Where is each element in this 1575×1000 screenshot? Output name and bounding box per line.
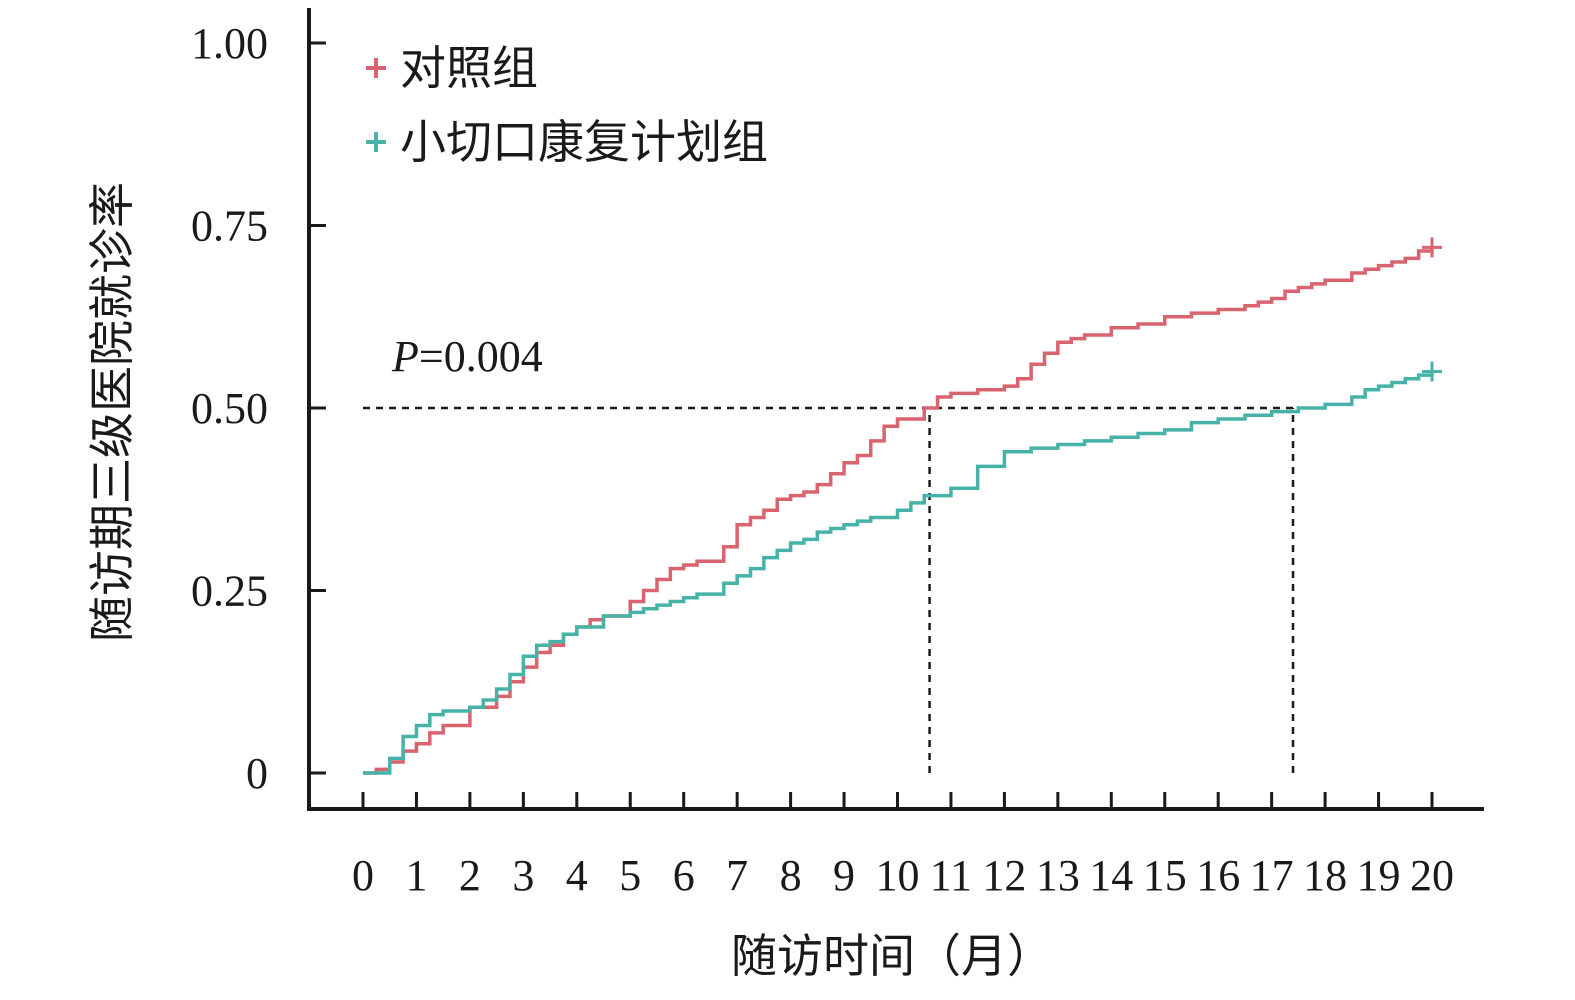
x-tick-label: 7: [726, 851, 748, 900]
x-tick-label: 13: [1036, 851, 1080, 900]
y-axis-title: 随访期三级医院就诊率: [85, 182, 139, 642]
x-tick-label: 17: [1250, 851, 1294, 900]
legend-label: 小切口康复计划组: [400, 115, 768, 169]
censor-mark: [1422, 361, 1442, 382]
x-tick-label: 15: [1143, 851, 1187, 900]
y-tick-label: 0.25: [191, 567, 268, 616]
x-tick-label: 12: [982, 851, 1026, 900]
p-value-annotation: P=0.004: [391, 332, 543, 381]
censor-mark: [1422, 237, 1442, 258]
x-tick-label: 10: [876, 851, 920, 900]
legend-item: 对照组: [366, 41, 538, 95]
x-axis-title: 随访时间（月）: [731, 929, 1053, 983]
x-tick-label: 8: [780, 851, 802, 900]
x-tick-label: 18: [1303, 851, 1347, 900]
x-tick-label: 3: [512, 851, 534, 900]
x-tick-label: 4: [566, 851, 588, 900]
p-value-symbol: P: [391, 332, 419, 381]
x-tick-label: 9: [833, 851, 855, 900]
x-tick-label: 1: [405, 851, 427, 900]
y-tick-label: 0: [246, 749, 268, 798]
p-value-number: =0.004: [419, 332, 543, 381]
y-tick-label: 0.50: [191, 384, 268, 433]
x-tick-label: 6: [673, 851, 695, 900]
x-tick-label: 2: [459, 851, 481, 900]
x-tick-label: 20: [1410, 851, 1454, 900]
legend-item: 小切口康复计划组: [366, 115, 768, 169]
x-tick-label: 19: [1357, 851, 1401, 900]
x-tick-label: 5: [619, 851, 641, 900]
x-tick-label: 11: [930, 851, 972, 900]
x-tick-label: 16: [1196, 851, 1240, 900]
y-tick-label: 0.75: [191, 202, 268, 251]
series-line-2: [363, 371, 1434, 775]
legend-marker: [366, 58, 386, 78]
legend-marker: [366, 132, 386, 152]
plot-area: 00.250.500.751.000 1 2 3 4 5 6 7 8 9 10 11 12 13 14 15 1…: [191, 8, 1484, 900]
legend-label: 对照组: [400, 41, 538, 95]
y-tick-label: 1.00: [191, 19, 268, 68]
x-tick-label: 0: [352, 851, 374, 900]
x-tick-label: 14: [1089, 851, 1133, 900]
